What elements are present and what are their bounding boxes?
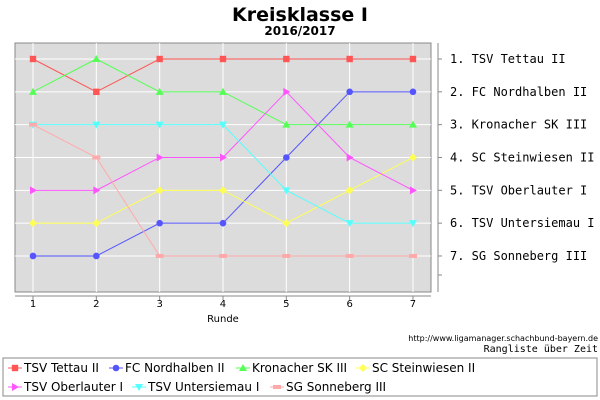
legend-item-kronacher-sk-iii: Kronacher SK III	[236, 361, 347, 375]
series-point-fc-nordhalben-ii-7	[409, 88, 417, 96]
series-point-fc-nordhalben-ii-5	[283, 154, 290, 161]
series-point-tsv-untersiemau-i-7	[408, 220, 417, 228]
series-point-fc-nordhalben-ii-3	[156, 219, 163, 227]
x-tick-label-2: 2	[93, 299, 99, 310]
chart-caption: Rangliste über Zeit	[484, 344, 598, 355]
series-point-tsv-tettau-ii-4	[219, 55, 227, 63]
series-layer	[29, 55, 417, 260]
series-fc-nordhalben-ii	[29, 88, 417, 260]
legend-swatch-marker-kronacher-sk-iii	[239, 364, 247, 371]
series-point-tsv-oberlauter-i-3	[156, 153, 164, 162]
series-point-tsv-tettau-ii-6	[346, 55, 353, 63]
series-point-tsv-untersiemau-i-6	[345, 220, 354, 228]
series-point-kronacher-sk-iii-6	[345, 120, 354, 128]
legend-item-tsv-untersiemau-i: TSV Untersiemau I	[132, 380, 259, 394]
legend-label-sc-steinwiesen-ii: SC Steinwiesen II	[372, 361, 475, 375]
series-point-tsv-tettau-ii-3	[156, 55, 163, 63]
x-tick-label-7: 7	[410, 299, 416, 310]
series-point-sg-sonneberg-iii-2	[92, 155, 101, 160]
series-point-tsv-tettau-ii-7	[409, 55, 417, 63]
series-point-sg-sonneberg-iii-1	[29, 122, 37, 127]
series-point-fc-nordhalben-ii-2	[93, 252, 100, 260]
legend-swatch-marker-sc-steinwiesen-ii	[359, 364, 367, 372]
series-point-sg-sonneberg-iii-6	[345, 253, 354, 258]
series-point-tsv-oberlauter-i-4	[219, 153, 227, 162]
rank-label-7: 7. SG Sonneberg III	[450, 249, 587, 263]
legend-label-tsv-untersiemau-i: TSV Untersiemau I	[147, 380, 259, 394]
series-point-kronacher-sk-iii-2	[92, 55, 101, 62]
series-point-sg-sonneberg-iii-7	[408, 253, 417, 258]
series-point-kronacher-sk-iii-3	[155, 87, 164, 95]
series-point-tsv-untersiemau-i-3	[155, 121, 164, 129]
series-point-tsv-oberlauter-i-5	[283, 87, 291, 96]
series-kronacher-sk-iii	[29, 55, 417, 128]
legend-swatch-marker-tsv-oberlauter-i	[12, 383, 19, 391]
series-point-kronacher-sk-iii-1	[29, 87, 37, 95]
series-sc-steinwiesen-ii	[29, 153, 417, 228]
legend-item-sg-sonneberg-iii: SG Sonneberg III	[270, 380, 386, 394]
series-point-sc-steinwiesen-ii-3	[155, 186, 164, 195]
series-sg-sonneberg-iii	[29, 122, 417, 258]
legend-label-tsv-tettau-ii: TSV Tettau II	[23, 361, 99, 375]
series-point-fc-nordhalben-ii-1	[29, 252, 37, 260]
legend-item-fc-nordhalben-ii: FC Nordhalben II	[109, 361, 225, 375]
x-tick-label-5: 5	[283, 299, 289, 310]
legend-label-tsv-oberlauter-i: TSV Oberlauter I	[23, 380, 123, 394]
x-tick-label-3: 3	[156, 299, 162, 310]
legend: TSV Tettau II FC Nordhalben II Kronacher S…	[8, 361, 475, 394]
legend-swatch-marker-tsv-tettau-ii	[11, 364, 19, 372]
series-point-tsv-oberlauter-i-7	[409, 186, 417, 195]
series-point-kronacher-sk-iii-4	[218, 87, 227, 95]
series-point-tsv-oberlauter-i-1	[30, 186, 37, 195]
legend-label-sg-sonneberg-iii: SG Sonneberg III	[286, 380, 386, 394]
series-point-sc-steinwiesen-ii-6	[345, 186, 354, 195]
x-tick-label-4: 4	[220, 299, 226, 310]
legend-item-sc-steinwiesen-ii: SC Steinwiesen II	[356, 361, 475, 375]
series-point-sc-steinwiesen-ii-2	[92, 219, 101, 228]
chart-subtitle: 2016/2017	[264, 24, 335, 38]
x-tick-label-1: 1	[30, 299, 36, 310]
chart-title: Kreisklasse I	[232, 4, 368, 26]
series-point-sc-steinwiesen-ii-4	[218, 186, 227, 195]
series-point-sc-steinwiesen-ii-7	[408, 153, 417, 162]
series-point-tsv-tettau-ii-5	[283, 55, 290, 63]
source-url: http://www.ligamanager.schachbund-bayern…	[408, 334, 598, 343]
legend-swatch-marker-fc-nordhalben-ii	[112, 364, 120, 372]
series-point-tsv-untersiemau-i-4	[218, 121, 227, 129]
series-point-tsv-untersiemau-i-2	[92, 121, 101, 129]
series-point-sg-sonneberg-iii-4	[218, 253, 227, 258]
series-point-tsv-untersiemau-i-5	[282, 187, 291, 195]
legend-swatch-marker-sg-sonneberg-iii	[273, 385, 281, 389]
series-point-kronacher-sk-iii-5	[282, 120, 291, 128]
legend-item-tsv-oberlauter-i: TSV Oberlauter I	[8, 380, 123, 394]
series-point-fc-nordhalben-ii-6	[346, 88, 353, 96]
legend-swatch-marker-tsv-untersiemau-i	[135, 384, 143, 391]
legend-item-tsv-tettau-ii: TSV Tettau II	[8, 361, 99, 375]
series-point-kronacher-sk-iii-7	[408, 120, 417, 128]
x-axis-label: Runde	[207, 314, 239, 325]
series-point-sg-sonneberg-iii-5	[282, 253, 291, 258]
series-point-sc-steinwiesen-ii-1	[29, 219, 37, 228]
axes: 1 2 3 4 5 6 7 1. TSV Tettau II 2. FC Nordhalben …	[15, 43, 595, 310]
series-tsv-oberlauter-i	[30, 87, 417, 195]
series-point-tsv-oberlauter-i-2	[93, 186, 101, 195]
legend-label-kronacher-sk-iii: Kronacher SK III	[252, 361, 347, 375]
series-point-sg-sonneberg-iii-3	[155, 253, 164, 258]
x-tick-label-6: 6	[346, 299, 352, 310]
series-tsv-tettau-ii	[29, 55, 417, 96]
series-point-fc-nordhalben-ii-4	[219, 219, 227, 227]
rank-label-6: 6. TSV Untersiemau I	[450, 216, 595, 230]
legend-label-fc-nordhalben-ii: FC Nordhalben II	[125, 361, 225, 375]
rank-label-5: 5. TSV Oberlauter I	[450, 183, 587, 197]
rank-label-2: 2. FC Nordhalben II	[450, 85, 587, 99]
legend-box	[2, 357, 598, 397]
rank-label-1: 1. TSV Tettau II	[450, 52, 566, 66]
series-point-tsv-oberlauter-i-6	[346, 153, 354, 162]
series-point-sc-steinwiesen-ii-5	[282, 219, 291, 228]
rank-label-3: 3. Kronacher SK III	[450, 118, 587, 132]
rank-label-4: 4. SC Steinwiesen II	[450, 150, 595, 164]
series-point-tsv-tettau-ii-1	[29, 55, 37, 63]
series-point-tsv-tettau-ii-2	[93, 88, 100, 96]
